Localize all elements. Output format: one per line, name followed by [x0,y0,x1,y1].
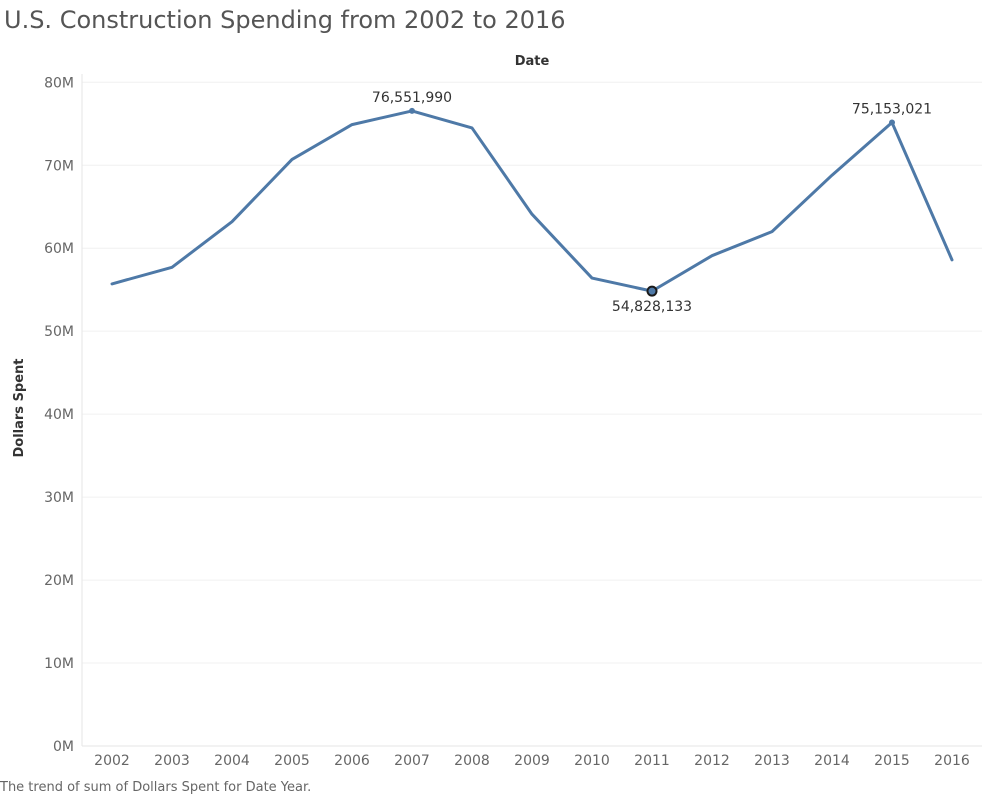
y-tick-label: 70M [44,158,74,174]
x-tick-label: 2016 [934,753,970,769]
data-point[interactable] [889,119,895,126]
x-tick-label: 2005 [274,753,310,769]
axes [81,74,982,747]
x-tick-label: 2002 [94,753,130,769]
y-tick-label: 60M [44,241,74,257]
chart-title: U.S. Construction Spending from 2002 to … [4,6,566,34]
x-tick-label: 2013 [754,753,790,769]
y-tick-labels: 0M 10M 20M 30M 40M 50M 60M 70M 80M [44,75,74,755]
y-tick-label: 20M [44,573,74,589]
y-tick-label: 50M [44,324,74,340]
data-points [409,107,895,297]
x-tick-label: 2014 [814,753,850,769]
data-labels: 76,551,990 54,828,133 75,153,021 [372,90,932,315]
chart-caption: The trend of sum of Dollars Spent for Da… [0,780,312,795]
highlighted-data-point[interactable] [646,285,658,297]
x-tick-label: 2015 [874,753,910,769]
x-tick-label: 2011 [634,753,670,769]
x-tick-label: 2012 [694,753,730,769]
y-axis-title: Dollars Spent [12,358,27,457]
data-point[interactable] [409,107,415,114]
x-tick-label: 2006 [334,753,370,769]
data-label: 54,828,133 [612,299,692,315]
y-tick-label: 30M [44,490,74,506]
data-label: 76,551,990 [372,90,452,106]
x-axis-title: Date [515,54,550,69]
line-chart: Date Dollars Spent 0M 10M 20M 30M 40M 50M 60M 7… [12,54,982,769]
x-tick-label: 2010 [574,753,610,769]
y-tick-label: 80M [44,75,74,91]
x-tick-label: 2007 [394,753,430,769]
series-line-layer [110,109,954,293]
series-line [110,109,954,293]
gridlines [82,81,982,664]
x-tick-label: 2003 [154,753,190,769]
y-tick-label: 10M [44,656,74,672]
x-tick-label: 2009 [514,753,550,769]
y-tick-label: 40M [44,407,74,423]
data-label: 75,153,021 [852,102,932,118]
y-tick-label: 0M [53,739,74,755]
x-tick-label: 2008 [454,753,490,769]
x-tick-labels: 2002 2003 2004 2005 2006 2007 2008 2009 2010 2011… [94,753,970,769]
x-tick-label: 2004 [214,753,250,769]
